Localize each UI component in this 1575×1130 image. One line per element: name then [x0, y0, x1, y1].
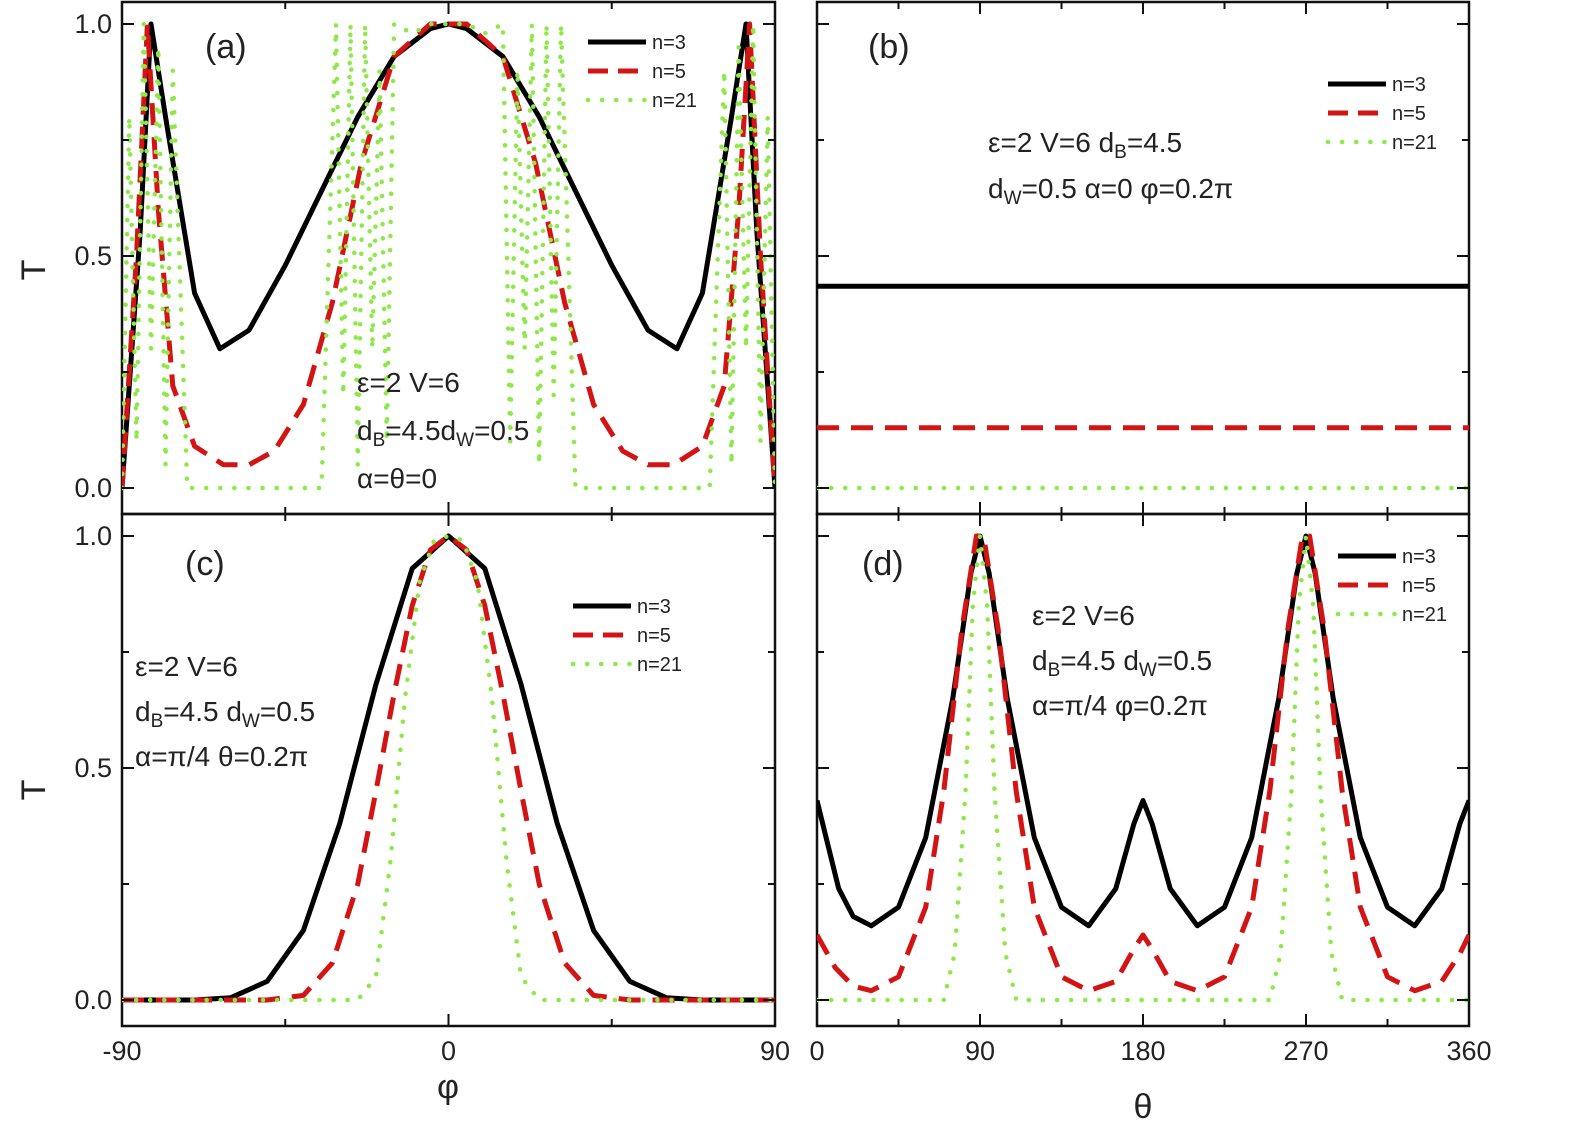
- annotation-line-b: dW=0.5 α=0 φ=0.2π: [988, 173, 1233, 209]
- annotation-line-c: dB=4.5 dW=0.5: [135, 696, 315, 732]
- x-tick-label-d: 180: [1120, 1036, 1165, 1066]
- panel-label-c: (c): [185, 545, 225, 583]
- legend-label-n21-a: n=21: [652, 90, 697, 112]
- legend-label-n3-a: n=3: [652, 32, 686, 54]
- panel-frame-b: [815, 0, 1471, 516]
- legend-label-n5-c: n=5: [637, 625, 671, 647]
- y-tick-label-c: 0.5: [74, 753, 112, 783]
- legend-label-n21-d: n=21: [1402, 604, 1447, 626]
- legend-label-n5-b: n=5: [1392, 103, 1426, 125]
- curves-panel-a: [122, 21, 775, 491]
- x-tick-label-d: 0: [809, 1036, 824, 1066]
- y-tick-label-a: 0.0: [74, 473, 112, 503]
- legend-label-n5-d: n=5: [1402, 575, 1436, 597]
- annotation-line-a: dB=4.5dW=0.5: [357, 415, 529, 451]
- legend-label-n3-b: n=3: [1392, 74, 1426, 96]
- legend-label-n3-d: n=3: [1402, 546, 1436, 568]
- y-tick-label-c: 0.0: [74, 985, 112, 1015]
- annotation-line-c: α=π/4 θ=0.2π: [135, 741, 308, 772]
- annotation-line-d: ε=2 V=6: [1032, 600, 1135, 631]
- series-line-n3-c: [122, 533, 775, 1003]
- curves-panel-d: [817, 533, 1469, 1003]
- series-line-n5-c: [122, 533, 775, 1003]
- y-axis-label-top: T: [15, 260, 53, 281]
- panel-label-a: (a): [205, 28, 247, 66]
- x-tick-label-c: 0: [441, 1036, 456, 1066]
- legends: n=3 n=5 n=21 n=3 n=5 n=21 n=3 n=5 n=21 n=3 n=5 n=21: [570, 32, 1447, 676]
- curves-panel-b: [817, 283, 1469, 491]
- x-tick-label-c: 90: [760, 1036, 790, 1066]
- series-line-n21-d: [817, 533, 1469, 1003]
- data-curves: [122, 21, 1469, 1003]
- series-line-n5-d: [817, 533, 1469, 994]
- curves-panel-c: [122, 533, 775, 1003]
- legend-label-n5-a: n=5: [652, 61, 686, 83]
- panel-label-d: (d): [862, 545, 904, 583]
- y-tick-label-a: 0.5: [74, 241, 112, 271]
- legend-label-n21-c: n=21: [637, 654, 682, 676]
- x-tick-label-d: 270: [1283, 1036, 1328, 1066]
- y-tick-label-a: 1.0: [74, 9, 112, 39]
- x-tick-label-d: 90: [965, 1036, 995, 1066]
- annotation-line-d: dB=4.5 dW=0.5: [1032, 645, 1212, 681]
- x-tick-label-c: -90: [102, 1036, 141, 1066]
- x-axis-label-left: φ: [437, 1068, 459, 1106]
- text-layer: T T φ θ 0.0 0.5 1.0 (a) ε=2 V=6 dB=4.5dW=0.5 α…: [15, 9, 1492, 1126]
- series-line-n3-a: [122, 21, 775, 489]
- annotation-line-b: ε=2 V=6 dB=4.5: [988, 127, 1182, 163]
- legend-label-n3-c: n=3: [637, 596, 671, 618]
- annotation-line-d: α=π/4 φ=0.2π: [1032, 690, 1208, 721]
- legend-label-n21-b: n=21: [1392, 132, 1437, 154]
- panel-frame-d: [815, 512, 1471, 1028]
- y-tick-label-c: 1.0: [74, 521, 112, 551]
- series-line-n5-a: [122, 21, 775, 489]
- annotation-line-a: ε=2 V=6: [357, 367, 460, 398]
- annotation-line-a: α=θ=0: [357, 463, 437, 494]
- tick-marks: [121, 2, 1470, 1026]
- x-tick-label-d: 360: [1446, 1036, 1491, 1066]
- x-axis-label-right: θ: [1134, 1088, 1153, 1126]
- panel-label-b: (b): [868, 28, 910, 66]
- annotation-line-c: ε=2 V=6: [135, 651, 238, 682]
- series-line-n3-d: [817, 533, 1469, 929]
- y-axis-label-bottom: T: [15, 780, 53, 801]
